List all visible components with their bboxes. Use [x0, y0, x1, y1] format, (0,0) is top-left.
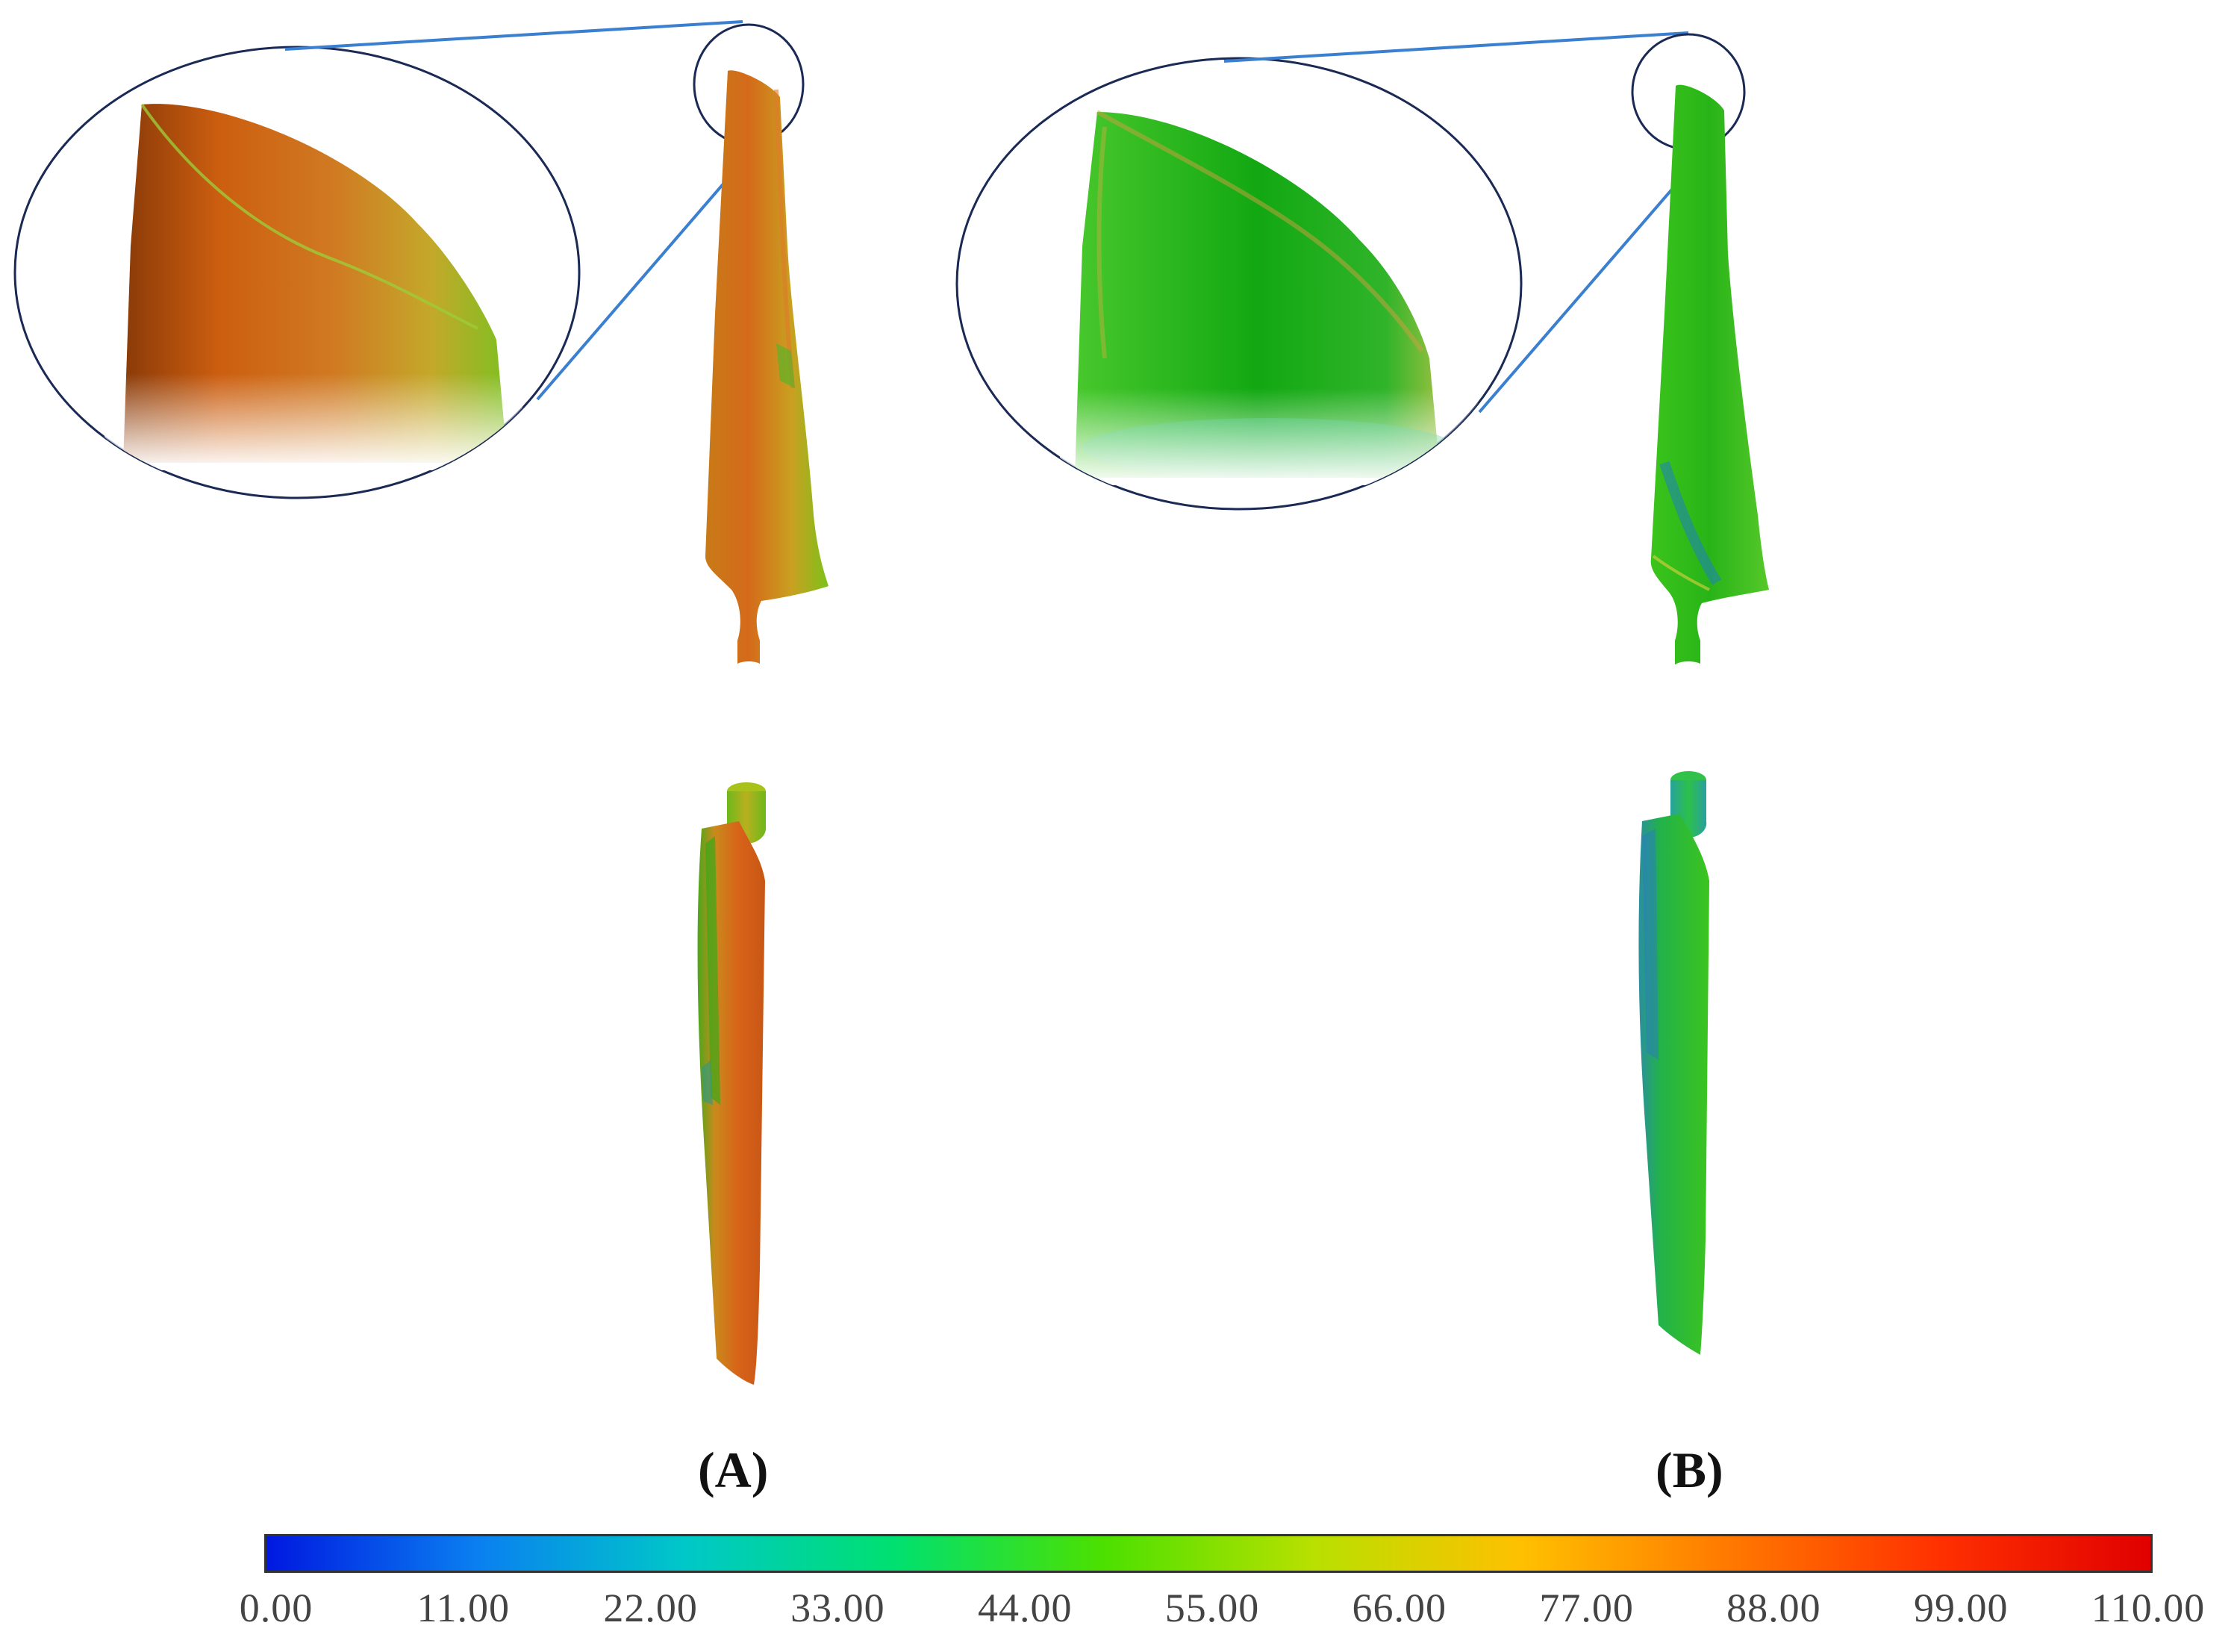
colorbar-tick-label: 88.00 — [1726, 1586, 1821, 1630]
colorbar-tick-label: 77.00 — [1539, 1586, 1634, 1630]
leader-line-a-top — [284, 20, 743, 51]
zoom-inset-b — [955, 57, 1523, 511]
blade-a-front — [705, 70, 829, 670]
zoom-inset-a — [13, 46, 581, 499]
blade-b-side — [1638, 771, 1709, 1355]
colorbar — [264, 1534, 2153, 1573]
leader-line-a-bottom — [536, 143, 759, 401]
colorbar-tick-label: 99.00 — [1913, 1586, 2009, 1630]
panel-label-a: (A) — [698, 1441, 769, 1498]
colorbar-tick-label: 33.00 — [790, 1586, 885, 1630]
colorbar-tick-label: 66.00 — [1352, 1586, 1447, 1630]
leader-line-b-bottom — [1478, 152, 1705, 414]
colorbar-tick-label: 55.00 — [1164, 1586, 1260, 1630]
blade-a-side — [697, 782, 766, 1385]
colorbar-tick-label: 11.00 — [416, 1586, 511, 1630]
colorbar-tick-label: 110.00 — [2091, 1586, 2206, 1630]
leader-line-b-top — [1223, 31, 1689, 63]
blade-b-front — [1650, 84, 1769, 670]
panel-label-b: (B) — [1656, 1441, 1723, 1498]
colorbar-tick-label: 0.00 — [239, 1586, 313, 1630]
colorbar-tick-label: 22.00 — [603, 1586, 698, 1630]
colorbar-tick-label: 44.00 — [977, 1586, 1073, 1630]
